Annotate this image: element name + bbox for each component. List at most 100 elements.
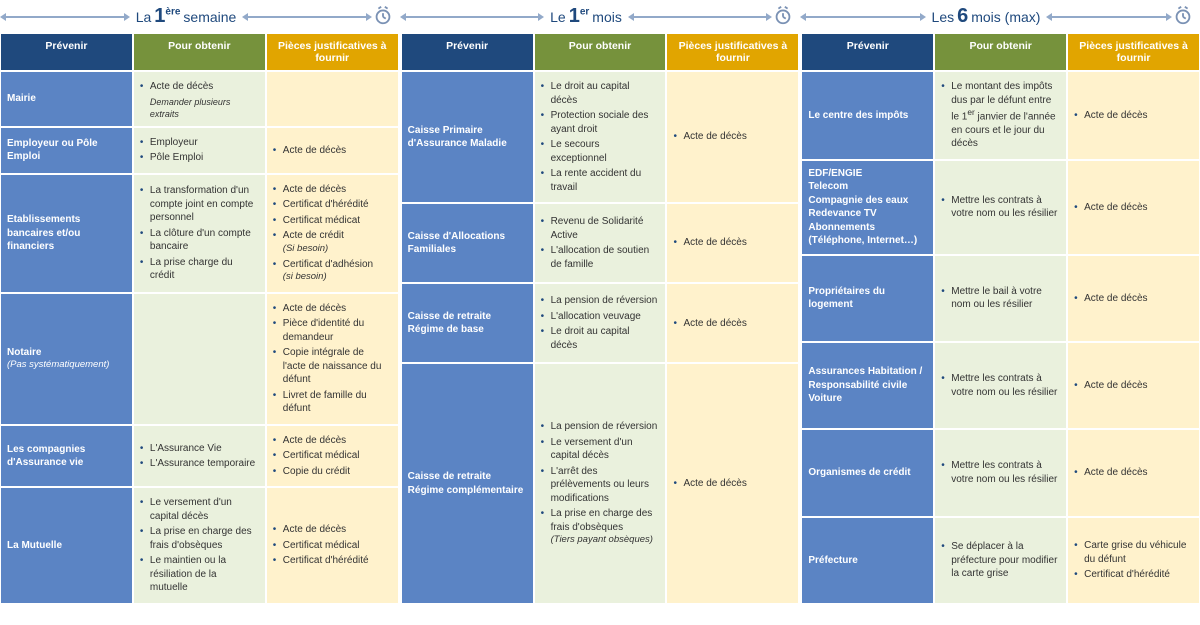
list-item: Le maintien ou la résiliation de la mutu… bbox=[140, 554, 257, 595]
list-item: Mettre les contrats à votre nom ou les r… bbox=[941, 459, 1058, 486]
cell-pieces: Acte de décès bbox=[1067, 160, 1200, 255]
cell-obtenir: Acte de décèsDemander plusieurs extraits bbox=[133, 71, 266, 127]
list-item: Certificat médicat bbox=[273, 214, 390, 228]
cell-obtenir: Mettre le bail à votre nom ou les résili… bbox=[934, 255, 1067, 342]
cell-obtenir: L'Assurance VieL'Assurance temporaire bbox=[133, 425, 266, 488]
clock-icon bbox=[772, 4, 794, 29]
list-item: Certificat d'hérédité bbox=[273, 198, 390, 212]
col-header-pieces: Pièces justificatives à fournir bbox=[1067, 33, 1200, 71]
table-row: Propriétaires du logement Mettre le bail … bbox=[801, 255, 1200, 342]
section-sixmonths: PrévenirPour obtenirPièces justificative… bbox=[801, 33, 1200, 604]
period-title: Les6mois (max) bbox=[926, 5, 1047, 28]
list-item: Pôle Emploi bbox=[140, 151, 257, 165]
list-item: Le montant des impôts dus par le défunt … bbox=[941, 80, 1058, 151]
section-week: PrévenirPour obtenirPièces justificative… bbox=[0, 33, 399, 604]
col-header-obtenir: Pour obtenir bbox=[133, 33, 266, 71]
table-row: Le centre des impôtsLe montant des impôt… bbox=[801, 71, 1200, 160]
list-item: Acte de décès bbox=[1074, 201, 1191, 215]
list-item: Certificat d'hérédité bbox=[273, 554, 390, 568]
list-item: Acte de décès bbox=[1074, 466, 1191, 480]
list-item: Certificat médical bbox=[273, 539, 390, 553]
table-row: Caisse de retraite Régime complémentaire… bbox=[401, 363, 800, 604]
cell-pieces: Acte de décès bbox=[1067, 429, 1200, 516]
cell-pieces: Acte de décèsCertificat médicalCertifica… bbox=[266, 487, 399, 604]
col-header-pieces: Pièces justificatives à fournir bbox=[666, 33, 799, 71]
cell-pieces: Acte de décès bbox=[1067, 255, 1200, 342]
col-header-prevenir: Prévenir bbox=[801, 33, 934, 71]
cell-obtenir: La transformation d'un compte joint en c… bbox=[133, 174, 266, 293]
table-row: Assurances Habitation / Responsabilité c… bbox=[801, 342, 1200, 429]
list-item: Copie intégrale de l'acte de naissance d… bbox=[273, 346, 390, 387]
list-item: Acte de décès bbox=[273, 183, 390, 197]
table-row: Employeur ou Pôle EmploiEmployeurPôle Em… bbox=[0, 127, 399, 174]
column-headers: PrévenirPour obtenirPièces justificative… bbox=[401, 33, 800, 71]
arrow-line bbox=[404, 16, 540, 18]
period-title: Le1ermois bbox=[544, 5, 628, 28]
list-item: La pension de réversion bbox=[541, 294, 658, 308]
period-header-week: La1èresemaine bbox=[0, 0, 400, 33]
column-headers: PrévenirPour obtenirPièces justificative… bbox=[801, 33, 1200, 71]
list-item: Acte de décès bbox=[673, 130, 790, 144]
table-row: Les compagnies d'Assurance vieL'Assuranc… bbox=[0, 425, 399, 488]
cell-obtenir: Mettre les contrats à votre nom ou les r… bbox=[934, 160, 1067, 255]
list-item: Le droit au capital décès bbox=[541, 80, 658, 107]
list-item: L'allocation veuvage bbox=[541, 310, 658, 324]
list-item: Employeur bbox=[140, 136, 257, 150]
arrow-line bbox=[4, 16, 126, 18]
table-row: Caisse de retraite Régime de baseLa pens… bbox=[401, 283, 800, 363]
cell-pieces: Acte de décèsCertificat médicalCopie du … bbox=[266, 425, 399, 488]
list-item: La rente accident du travail bbox=[541, 167, 658, 194]
list-item: La clôture d'un compte bancaire bbox=[140, 227, 257, 254]
list-item: Mettre le bail à votre nom ou les résili… bbox=[941, 285, 1058, 312]
period-header-sixmonths: Les6mois (max) bbox=[800, 0, 1200, 33]
list-item: Mettre les contrats à votre nom ou les r… bbox=[941, 194, 1058, 221]
list-item: Acte de décès bbox=[140, 80, 257, 94]
section-month: PrévenirPour obtenirPièces justificative… bbox=[401, 33, 800, 604]
cell-prevenir: Les compagnies d'Assurance vie bbox=[0, 425, 133, 488]
list-item: Pièce d'identité du demandeur bbox=[273, 317, 390, 344]
list-item: Livret de famille du défunt bbox=[273, 389, 390, 416]
cell-prevenir: Propriétaires du logement bbox=[801, 255, 934, 342]
cell-pieces: Acte de décès bbox=[1067, 71, 1200, 160]
period-title: La1èresemaine bbox=[130, 5, 243, 28]
arrow-line bbox=[804, 16, 922, 18]
cell-prevenir: EDF/ENGIETelecomCompagnie des eauxRedeva… bbox=[801, 160, 934, 255]
section-body: MairieActe de décèsDemander plusieurs ex… bbox=[0, 71, 399, 604]
cell-obtenir: Se déplacer à la préfecture pour modifie… bbox=[934, 517, 1067, 604]
cell-prevenir: Caisse Primaire d'Assurance Maladie bbox=[401, 71, 534, 203]
col-header-obtenir: Pour obtenir bbox=[934, 33, 1067, 71]
list-item: Acte de décès bbox=[273, 434, 390, 448]
col-header-prevenir: Prévenir bbox=[401, 33, 534, 71]
cell-obtenir: EmployeurPôle Emploi bbox=[133, 127, 266, 174]
cell-prevenir: Préfecture bbox=[801, 517, 934, 604]
list-item: Le droit au capital décès bbox=[541, 325, 658, 352]
period-headers: La1èresemaine Le1ermois Les6mois (max) bbox=[0, 0, 1200, 33]
list-item: L'allocation de soutien de famille bbox=[541, 244, 658, 271]
list-item: L'Assurance Vie bbox=[140, 442, 257, 456]
list-item: Acte de décès bbox=[1074, 292, 1191, 306]
cell-pieces: Acte de décès bbox=[666, 203, 799, 283]
cell-prevenir: Mairie bbox=[0, 71, 133, 127]
column-headers: PrévenirPour obtenirPièces justificative… bbox=[0, 33, 399, 71]
list-item: Acte de crédit (Si besoin) bbox=[273, 229, 390, 255]
clock-icon bbox=[372, 4, 394, 29]
page: La1èresemaine Le1ermois Les6mois (max) Pré… bbox=[0, 0, 1200, 604]
cell-prevenir: Employeur ou Pôle Emploi bbox=[0, 127, 133, 174]
cell-obtenir bbox=[133, 293, 266, 425]
arrow-line bbox=[246, 16, 368, 18]
cell-prevenir: Assurances Habitation / Responsabilité c… bbox=[801, 342, 934, 429]
list-item: La transformation d'un compte joint en c… bbox=[140, 184, 257, 225]
cell-obtenir: Mettre les contrats à votre nom ou les r… bbox=[934, 429, 1067, 516]
cell-pieces: Acte de décès bbox=[666, 283, 799, 363]
cell-obtenir: Revenu de Solidarité ActiveL'allocation … bbox=[534, 203, 667, 283]
list-item: Acte de décès bbox=[273, 302, 390, 316]
list-item: Acte de décès bbox=[1074, 109, 1191, 123]
list-item: La pension de réversion bbox=[541, 420, 658, 434]
cell-pieces: Acte de décès bbox=[266, 127, 399, 174]
list-item: La prise en charge des frais d'obsèques … bbox=[541, 507, 658, 547]
cell-prevenir: La Mutuelle bbox=[0, 487, 133, 604]
cell-pieces: Acte de décès bbox=[1067, 342, 1200, 429]
sections-container: PrévenirPour obtenirPièces justificative… bbox=[0, 33, 1200, 604]
period-header-month: Le1ermois bbox=[400, 0, 800, 33]
cell-prevenir: Etablissements bancaires et/ou financier… bbox=[0, 174, 133, 293]
